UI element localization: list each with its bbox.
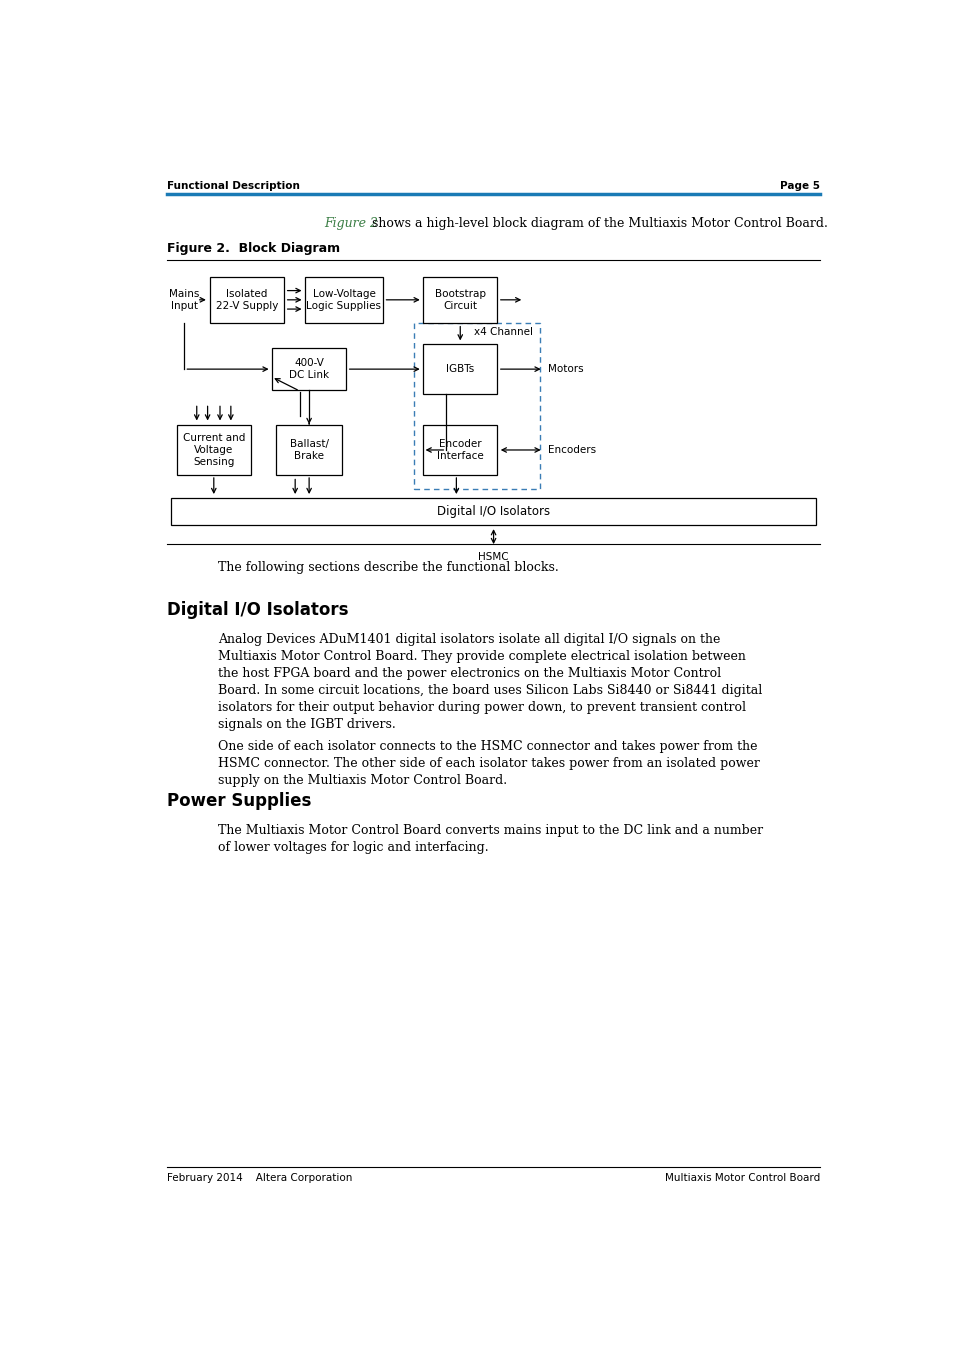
Text: Digital I/O Isolators: Digital I/O Isolators <box>436 505 550 518</box>
Text: Isolated
22-V Supply: Isolated 22-V Supply <box>215 289 278 310</box>
Bar <box>414 323 539 489</box>
Text: Bootstrap
Circuit: Bootstrap Circuit <box>435 289 485 310</box>
Bar <box>210 277 284 323</box>
Text: Encoders: Encoders <box>548 446 596 455</box>
Bar <box>276 425 342 475</box>
Text: Power Supplies: Power Supplies <box>167 792 312 810</box>
Text: One side of each isolator connects to the HSMC connector and takes power from th: One side of each isolator connects to th… <box>218 740 760 787</box>
Text: 400-V
DC Link: 400-V DC Link <box>289 358 329 379</box>
Text: The Multiaxis Motor Control Board converts mains input to the DC link and a numb: The Multiaxis Motor Control Board conver… <box>218 825 762 855</box>
Text: Digital I/O Isolators: Digital I/O Isolators <box>167 601 349 618</box>
Bar <box>305 277 382 323</box>
Text: Low-Voltage
Logic Supplies: Low-Voltage Logic Supplies <box>306 289 381 310</box>
Text: x4 Channel: x4 Channel <box>474 327 533 338</box>
Text: Figure 2: Figure 2 <box>324 217 378 231</box>
Bar <box>423 277 497 323</box>
Text: Functional Description: Functional Description <box>167 181 300 192</box>
Text: Multiaxis Motor Control Board: Multiaxis Motor Control Board <box>664 1173 819 1183</box>
Text: Motors: Motors <box>548 364 583 374</box>
Text: Page 5: Page 5 <box>779 181 819 192</box>
Bar <box>272 348 346 390</box>
Text: Current and
Voltage
Sensing: Current and Voltage Sensing <box>182 433 245 467</box>
Text: Encoder
Interface: Encoder Interface <box>436 439 483 460</box>
Bar <box>423 344 497 394</box>
Text: Analog Devices ADuM1401 digital isolators isolate all digital I/O signals on the: Analog Devices ADuM1401 digital isolator… <box>218 633 761 732</box>
Text: Ballast/
Brake: Ballast/ Brake <box>290 439 328 460</box>
Text: The following sections describe the functional blocks.: The following sections describe the func… <box>218 560 558 574</box>
Bar <box>177 425 251 475</box>
Bar <box>171 498 815 525</box>
Text: Mains
Input: Mains Input <box>169 289 199 310</box>
Text: HSMC: HSMC <box>477 552 508 562</box>
Text: shows a high-level block diagram of the Multiaxis Motor Control Board.: shows a high-level block diagram of the … <box>368 217 827 231</box>
Text: February 2014    Altera Corporation: February 2014 Altera Corporation <box>167 1173 353 1183</box>
Text: IGBTs: IGBTs <box>446 364 474 374</box>
Bar <box>423 425 497 475</box>
Text: Figure 2.  Block Diagram: Figure 2. Block Diagram <box>167 242 340 255</box>
